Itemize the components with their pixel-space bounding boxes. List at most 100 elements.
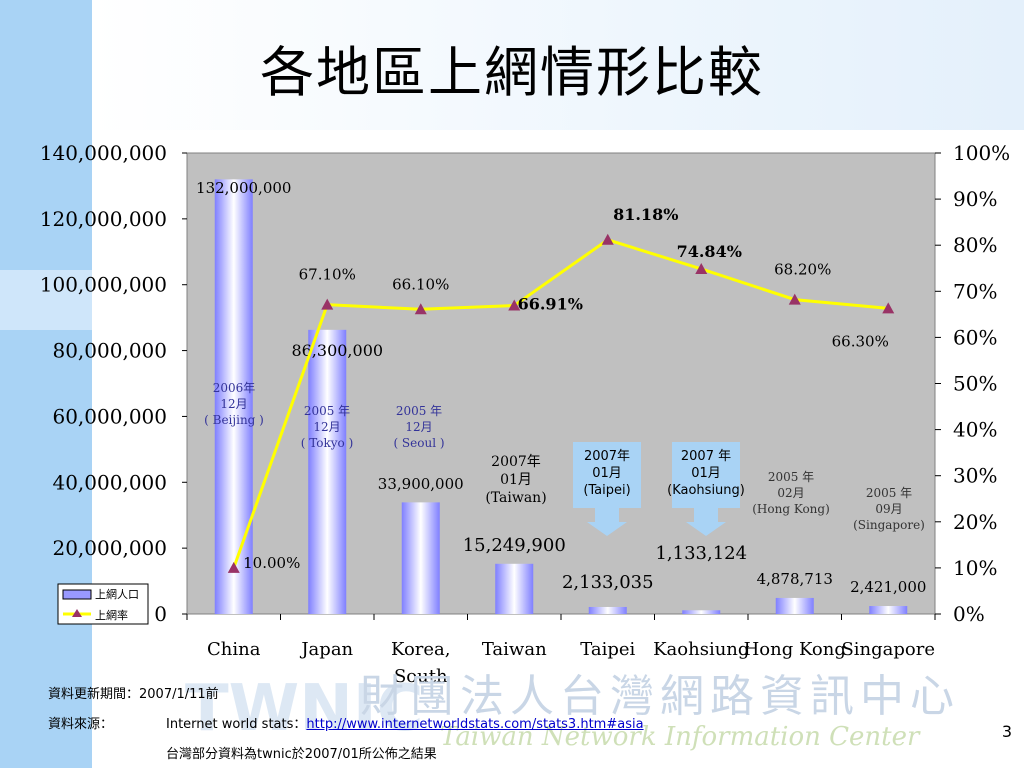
date-annotation: 2005 年 [768,470,814,484]
date-annotation: 2007 年 [681,449,731,464]
line-value-label: 67.10% [299,266,356,284]
date-annotation: 2005 年 [304,404,350,418]
bar [401,502,440,614]
line-value-label: 81.18% [613,205,678,224]
taiwan-note: 台灣部分資料為twnic於2007/01所公佈之結果 [166,747,437,762]
legend-bar-swatch [62,589,92,600]
y-right-tick-label: 100% [953,141,1010,165]
bar [588,606,627,614]
bar-value-label: 86,300,000 [291,341,383,360]
update-note: 資料更新期間：2007/1/11前 [48,683,219,702]
y-left-tick-label: 60,000,000 [52,404,167,428]
source-label: 資料來源： [48,717,114,732]
x-tick-label: Kaohsiung [653,639,749,660]
line-marker [882,302,895,314]
date-annotation: 09月 [875,502,902,516]
y-right-tick-label: 40% [953,418,997,442]
date-annotation: ( Tokyo ) [301,436,354,450]
date-annotation: 2005 年 [396,404,442,418]
line-marker [788,293,801,305]
watermark-en: Taiwan Network Information Center [440,722,920,752]
line-marker [227,561,240,573]
y-left-tick-label: 0 [154,602,167,626]
y-right-tick-label: 20% [953,510,997,534]
source-link[interactable]: http://www.internetworldstats.com/stats3… [306,717,644,732]
date-annotation: 01月 [500,472,532,488]
watermark-cn: 財團法人台灣網路資訊中心 [360,671,960,722]
date-annotation: ( Beijing ) [204,413,264,427]
bar [869,606,908,614]
date-annotation: 2005 年 [866,486,912,500]
date-annotation: 12月 [313,420,340,434]
update-label: 資料更新期間： [48,687,140,702]
date-annotation: 01月 [691,466,721,481]
left-decor-highlight [0,270,92,330]
y-right-tick-label: 60% [953,325,997,349]
y-right-tick-label: 30% [953,464,997,488]
date-annotation: 02月 [777,486,804,500]
y-right-tick-label: 0% [953,602,985,626]
y-left-tick-label: 140,000,000 [40,141,167,165]
bar [308,329,347,614]
line-value-label: 74.84% [677,242,742,261]
x-tick-label: Taiwan [482,639,547,660]
y-right-tick-label: 10% [953,556,997,580]
line-series [232,238,889,569]
date-annotation: (Taipei) [583,483,630,498]
date-annotation: (Kaohsiung) [667,483,745,498]
annotation-callout-box [573,442,641,508]
line-value-label: 66.91% [518,295,583,314]
y-left-tick-label: 100,000,000 [40,273,167,297]
x-tick-label: Taipei [580,639,635,660]
line-marker [508,299,521,311]
line-value-label: 66.10% [392,275,449,293]
date-annotation: (Singapore) [853,518,925,532]
legend-box [57,583,149,625]
line-marker [414,303,427,315]
x-tick-label: Hong Kong [744,639,846,660]
legend-label-bar: 上網人口 [95,587,139,601]
x-tick-label: Korea, [391,639,451,660]
legend-line-marker [72,609,82,617]
update-value: 2007/1/11前 [139,687,219,702]
source-prefix: Internet world stats： [166,717,307,732]
page-number: 3 [1001,722,1012,741]
y-right-tick-label: 70% [953,279,997,303]
bar [214,179,253,615]
bar [775,597,814,614]
bar [682,610,721,614]
x-tick-label: Singapore [841,639,935,660]
bar-value-label: 2,133,035 [562,572,654,593]
line-marker [321,298,334,310]
x-tick-label: South [394,666,448,687]
bar-value-label: 4,878,713 [757,570,833,588]
y-left-tick-label: 40,000,000 [52,470,167,494]
date-annotation: ( Seoul ) [393,436,444,450]
bar-value-label: 132,000,000 [196,179,291,197]
line-value-label: 10.00% [243,554,300,572]
y-left-tick-label: 20,000,000 [52,536,167,560]
source-detail: Internet world stats：http://www.internet… [166,713,644,732]
date-annotation: 12月 [405,420,432,434]
y-left-tick-label: 120,000,000 [40,207,167,231]
annotation-arrow [686,508,726,536]
source-note: 資料來源： [48,713,113,732]
x-tick-label: Japan [299,639,353,660]
line-marker [601,233,614,245]
watermark-logo: TWNIC [185,672,424,746]
y-left-tick-label: 80,000,000 [52,339,167,363]
annotation-callout-box [672,442,740,508]
slide-title: 各地區上網情形比較 [260,41,764,104]
date-annotation: 2007年 [491,454,541,470]
legend-label-line: 上網率 [95,608,128,622]
x-tick-label: China [207,639,261,660]
date-annotation: (Hong Kong) [752,502,830,516]
y-right-tick-label: 90% [953,187,997,211]
bar-value-label: 2,421,000 [850,578,926,596]
bar-value-label: 15,249,900 [463,535,566,556]
bar [495,563,534,614]
date-annotation: 2007年 [584,449,630,464]
line-marker [695,262,708,274]
date-annotation: 01月 [592,466,622,481]
